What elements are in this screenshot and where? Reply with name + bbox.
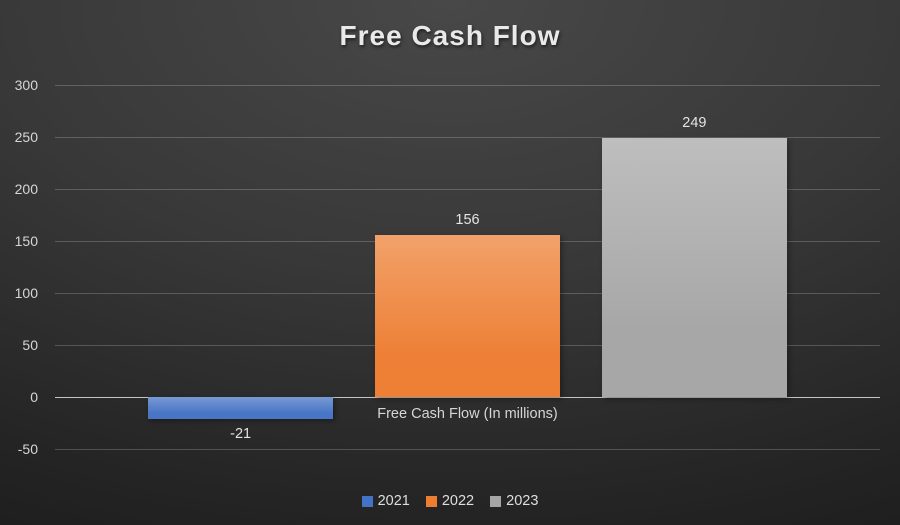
bar-2022 [374,234,561,397]
y-tick-label: 0 [30,389,38,405]
legend-item-2022: 2022 [425,493,475,509]
gridline [55,137,880,138]
legend-swatch-2021 [361,495,373,507]
bar-2021 [147,397,334,419]
plot-area: Free Cash Flow (In millions) -21 156 249 [55,85,880,450]
y-axis: 300 250 200 150 100 50 0 -50 [0,77,42,457]
legend-item-2021: 2021 [361,493,410,509]
legend: 2021 2022 2023 [0,493,900,509]
y-tick-label: 50 [22,337,38,353]
legend-label-2023: 2023 [506,493,539,509]
bar-value-label-2023: 249 [682,115,707,132]
legend-label-2022: 2022 [441,493,475,509]
legend-label-2021: 2021 [377,493,410,509]
y-tick-label: 200 [14,181,38,197]
bar-2023 [601,138,788,397]
y-tick-label: 100 [14,285,38,301]
x-axis-line [55,397,880,398]
legend-item-2023: 2023 [490,493,538,509]
y-tick-label: 300 [14,77,38,93]
gridline [55,449,880,450]
x-axis-label: Free Cash Flow (In millions) [377,406,558,422]
legend-swatch-2022 [425,495,437,507]
legend-swatch-2023 [490,495,502,507]
bar-value-label-2021: -21 [230,425,252,442]
y-tick-label: 150 [14,233,38,249]
bar-value-label-2022: 156 [455,211,480,228]
y-tick-label: -50 [17,441,38,457]
chart-title: Free Cash Flow [339,20,561,51]
gridline [55,85,880,86]
gridline [55,189,880,190]
y-tick-label: 250 [14,129,38,145]
